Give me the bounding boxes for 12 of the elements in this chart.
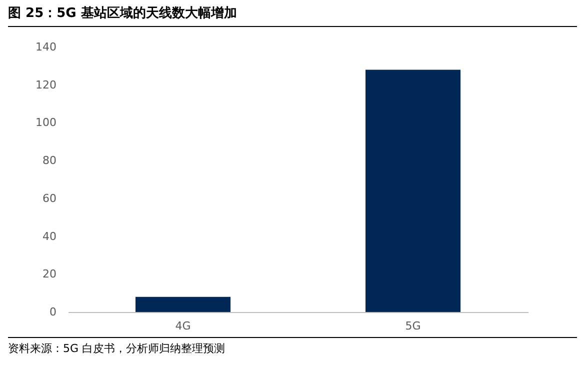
- y-tick-label: 0: [50, 306, 56, 318]
- y-tick-label: 140: [36, 40, 56, 54]
- x-tick-label: 4G: [175, 320, 191, 332]
- x-tick-label: 5G: [405, 320, 421, 332]
- y-tick-label: 120: [36, 78, 56, 92]
- y-tick-label: 60: [42, 192, 56, 205]
- y-tick-label: 40: [42, 230, 56, 243]
- y-tick-label: 100: [36, 116, 56, 130]
- chart-title: 图 25：5G 基站区域的天线数大幅增加: [8, 4, 577, 27]
- y-tick-label: 20: [42, 268, 56, 281]
- y-tick-label: 80: [42, 154, 56, 168]
- text: 资料来源：5G 白皮书，分析师归纳整理预测: [8, 337, 577, 356]
